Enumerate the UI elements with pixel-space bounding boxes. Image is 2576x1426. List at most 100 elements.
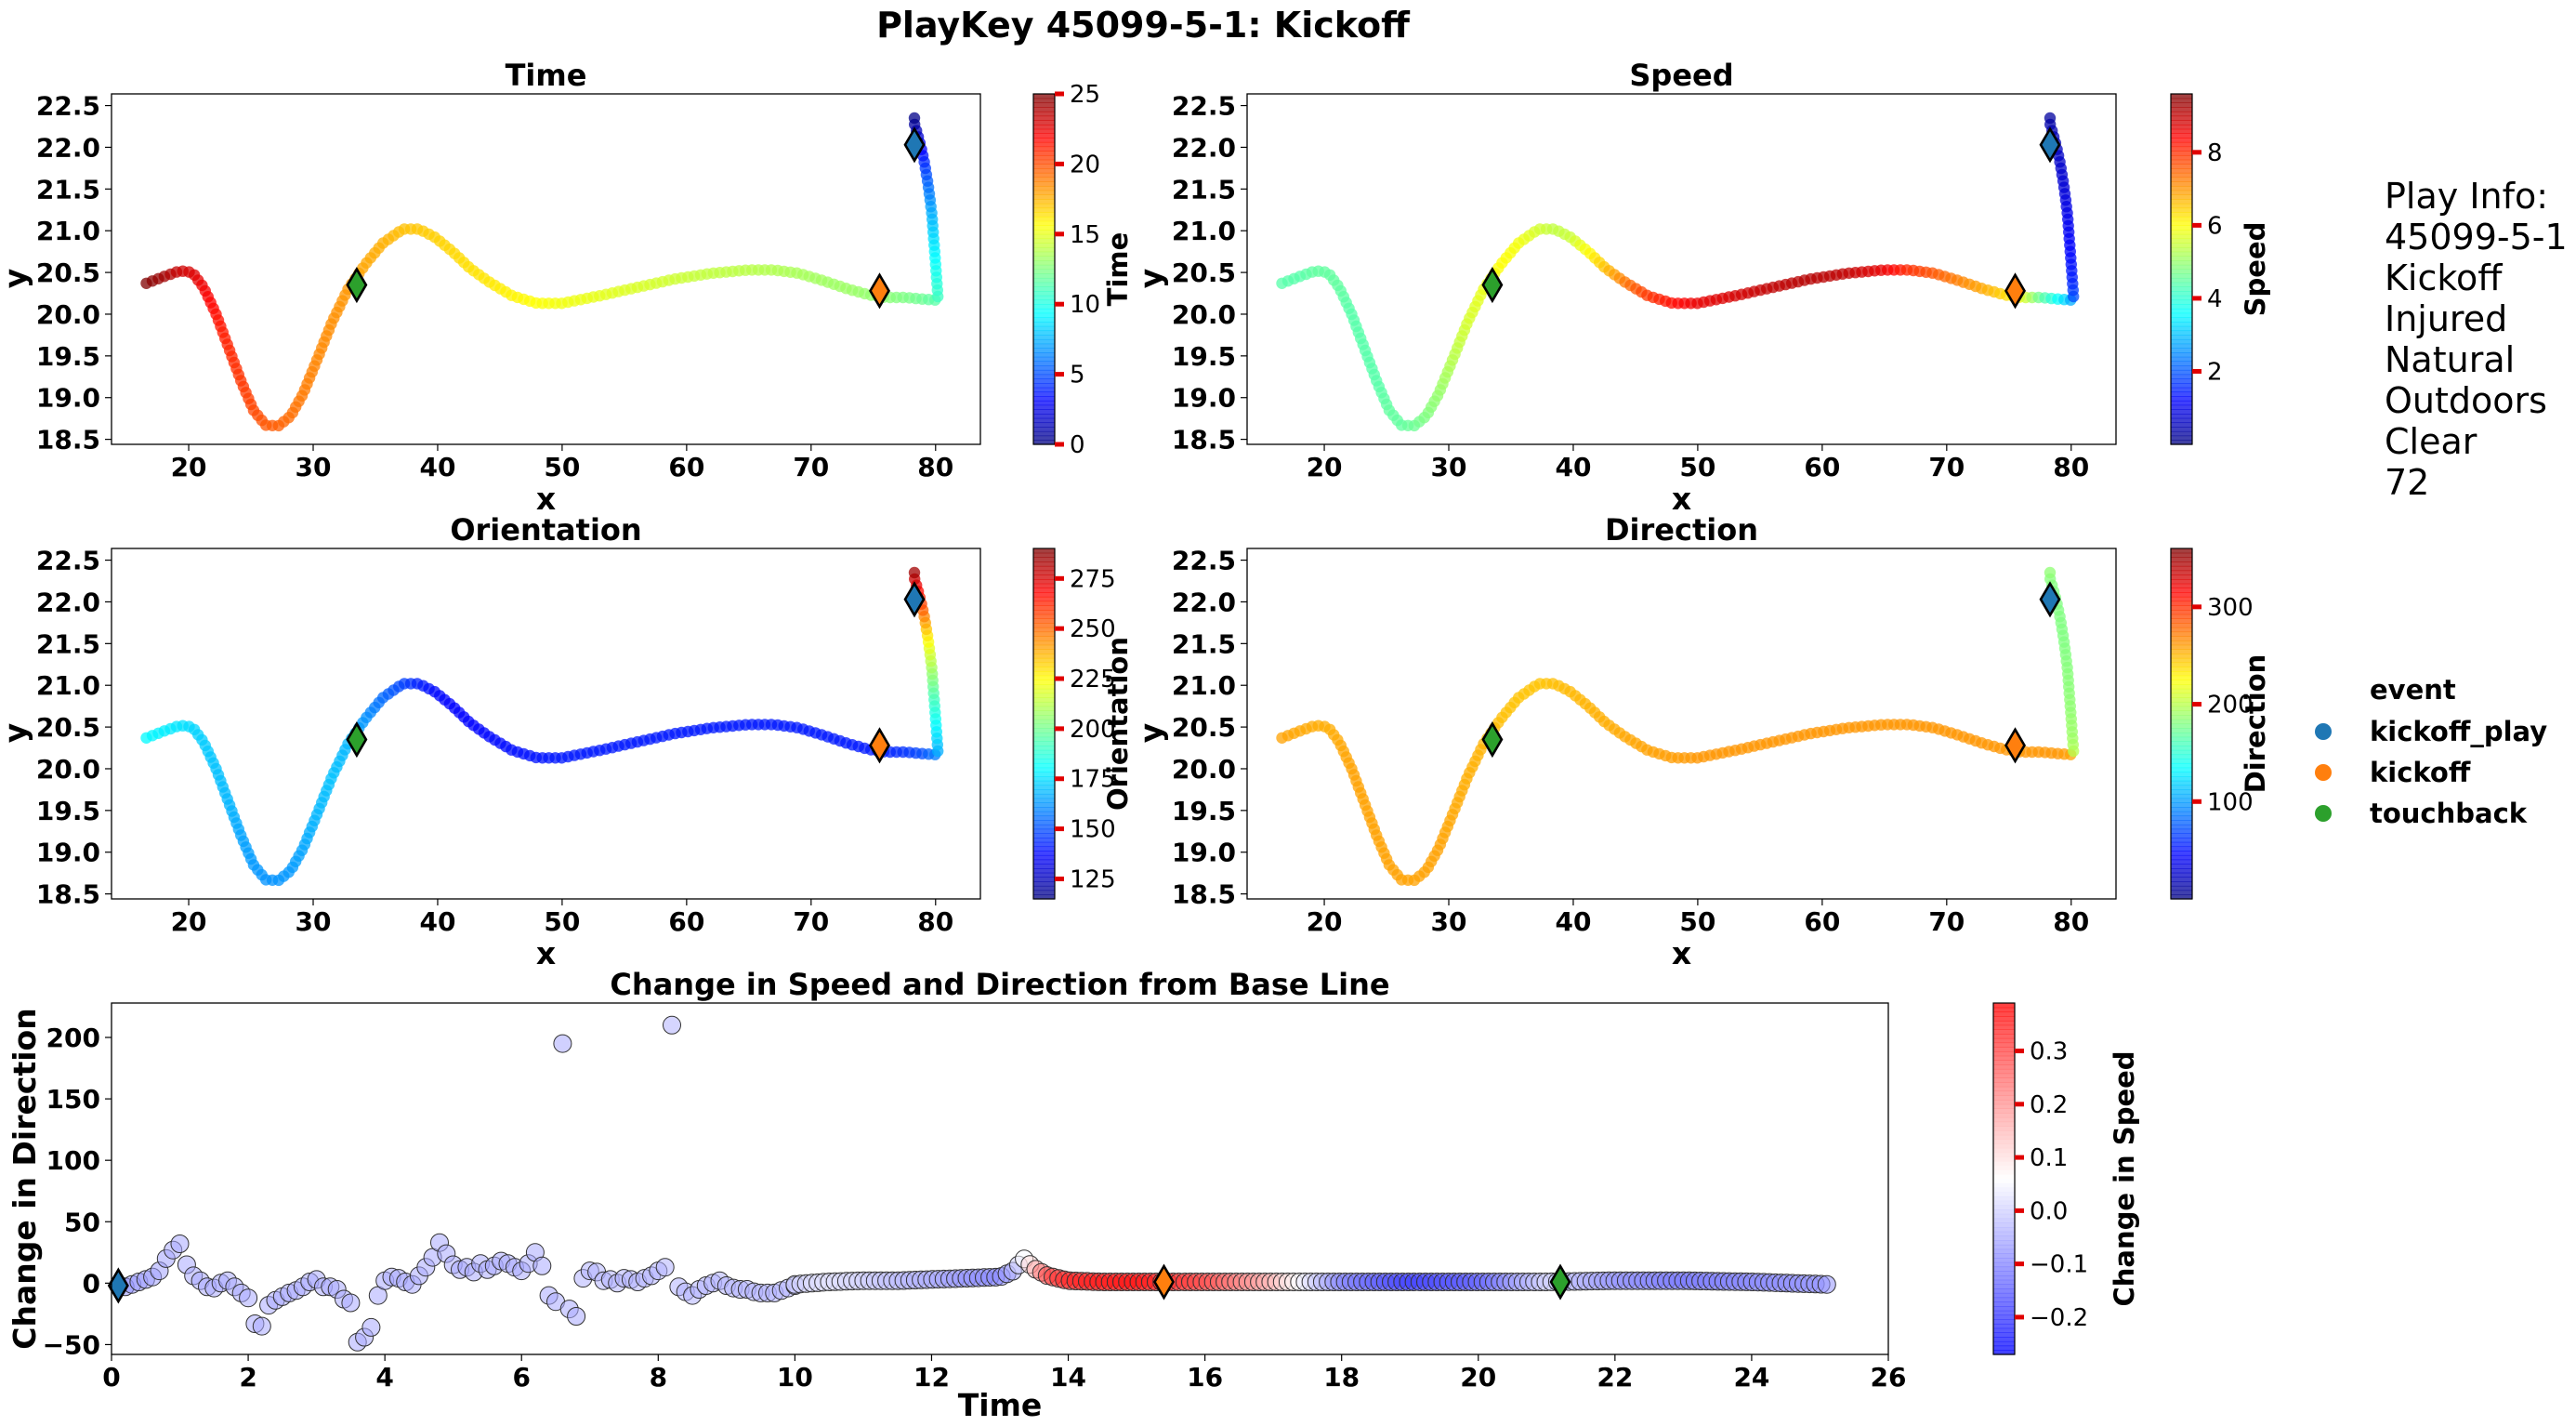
colorbar-tick-label: −0.2 (2030, 1304, 2088, 1332)
x-tick-label: 70 (1928, 906, 1965, 937)
colorbar-segment (2171, 304, 2192, 310)
colorbar-segment (2171, 754, 2192, 759)
colorbar-segment (1033, 111, 1055, 117)
colorbar-segment (1033, 304, 1055, 310)
colorbar-segment (1033, 723, 1055, 729)
y-tick-label: 20.5 (36, 257, 100, 288)
colorbar-segment (1033, 601, 1055, 606)
colorbar-segment (2171, 780, 2192, 786)
colorbar-tick-label: 25 (1070, 81, 1100, 109)
colorbar-segment (1033, 277, 1055, 284)
colorbar-segment (2171, 749, 2192, 756)
y-tick-label: 50 (64, 1207, 100, 1237)
colorbar-tick-label: 6 (2207, 212, 2223, 240)
colorbar-segment (1993, 1205, 2015, 1210)
legend-label: kickoff (2370, 757, 2471, 788)
colorbar-segment (1993, 1337, 2015, 1342)
colorbar-segment (1993, 1147, 2015, 1154)
colorbar-segment (1033, 868, 1055, 874)
y-axis-label: y (0, 269, 33, 289)
colorbar-segment (2171, 256, 2192, 261)
event-marker-touchback (1481, 720, 1504, 759)
colorbar-segment (2171, 194, 2192, 200)
colorbar-segment (2171, 552, 2192, 559)
colorbar-segment (2171, 846, 2192, 852)
colorbar-segment (1033, 574, 1055, 580)
y-tick-label: 18.5 (36, 879, 100, 910)
play-info-line: Injured (2385, 298, 2507, 339)
panel-title: Speed (1629, 58, 1733, 93)
colorbar-segment (1033, 286, 1055, 292)
colorbar-segment (1033, 430, 1055, 437)
colorbar-segment (2171, 322, 2192, 327)
colorbar-segment (1033, 798, 1055, 803)
colorbar-segment (1033, 435, 1055, 441)
colorbar-segment (2171, 369, 2192, 376)
colorbar-segment (1033, 565, 1055, 572)
colorbar-segment (1033, 317, 1055, 323)
colorbar-tick-label: 300 (2207, 594, 2254, 622)
colorbar-segment (2171, 789, 2192, 795)
colorbar-segment (2171, 746, 2192, 751)
colorbar-segment (1993, 1073, 2015, 1078)
colorbar-segment (1993, 1332, 2015, 1338)
colorbar-segment (1993, 1182, 2015, 1189)
colorbar-segment (1993, 1209, 2015, 1215)
x-tick-label: 60 (668, 906, 704, 937)
colorbar-segment (1993, 1345, 2015, 1351)
colorbar-segment (2171, 396, 2192, 402)
y-tick-label: 21.5 (1172, 628, 1236, 659)
colorbar-segment (1033, 649, 1055, 654)
colorbar-segment (1033, 246, 1055, 253)
colorbar-segment (2171, 605, 2192, 611)
colorbar-segment (2171, 164, 2192, 169)
x-tick-label: 70 (793, 906, 829, 937)
colorbar-segment (2171, 728, 2192, 733)
colorbar-segment (1033, 409, 1055, 415)
y-tick-label: 19.0 (1172, 838, 1236, 868)
colorbar-segment (2171, 741, 2192, 746)
colorbar-segment (1033, 561, 1055, 567)
y-tick-label: 20.5 (1172, 712, 1236, 743)
colorbar-segment (1033, 680, 1055, 685)
colorbar-segment (2171, 570, 2192, 575)
colorbar-segment (2171, 246, 2192, 253)
plot-frame (111, 1002, 1889, 1355)
colorbar-segment (1033, 356, 1055, 363)
y-axis-label: Change in Direction (7, 1008, 43, 1349)
event-marker-kickoff-play (2039, 126, 2061, 164)
x-axis-label: x (1672, 935, 1691, 971)
x-tick-label: 22 (1597, 1362, 1633, 1393)
colorbar-segment (1033, 859, 1055, 865)
play-info-line: 72 (2385, 462, 2429, 503)
colorbar-segment (2171, 282, 2192, 287)
colorbar-segment (1033, 404, 1055, 410)
colorbar-segment (1993, 1244, 2015, 1250)
colorbar-segment (1033, 719, 1055, 725)
y-tick-label: 21.5 (1172, 174, 1236, 205)
plot-area (112, 1003, 1888, 1354)
x-tick-label: 6 (512, 1362, 530, 1393)
x-tick-label: 60 (668, 452, 704, 482)
x-tick-label: 20 (171, 906, 207, 937)
y-tick-label: 19.0 (36, 838, 100, 868)
colorbar-segment (1033, 98, 1055, 104)
colorbar-segment (1033, 325, 1055, 332)
colorbar-segment (2171, 400, 2192, 406)
colorbar-segment (2171, 767, 2192, 772)
colorbar-segment (2171, 693, 2192, 698)
colorbar-segment (1033, 440, 1055, 445)
x-tick-label: 40 (419, 906, 455, 937)
colorbar-segment (1033, 552, 1055, 559)
colorbar-segment (2171, 185, 2192, 191)
colorbar-segment (1033, 322, 1055, 327)
colorbar-segment (1033, 365, 1055, 371)
colorbar-segment (1993, 1314, 2015, 1320)
colorbar-segment (2171, 881, 2192, 887)
colorbar-segment (2171, 627, 2192, 633)
colorbar-segment (2171, 872, 2192, 878)
colorbar-segment (1033, 776, 1055, 782)
change-point (361, 1317, 381, 1337)
colorbar-tick-label: 0 (1070, 431, 1085, 459)
colorbar-tick-label: 5 (1070, 362, 1085, 390)
